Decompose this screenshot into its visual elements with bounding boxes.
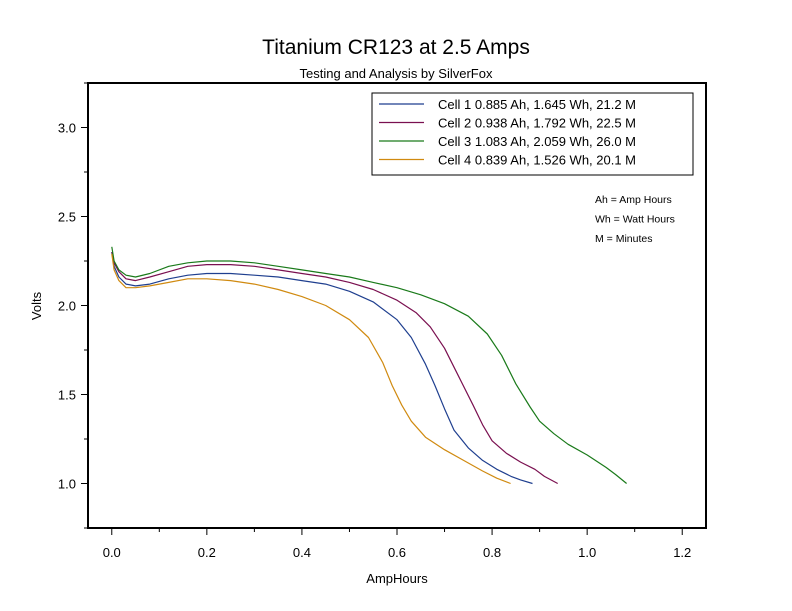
- series-line-cell-4: [111, 253, 511, 485]
- legend-label: Cell 4 0.839 Ah, 1.526 Wh, 20.1 M: [438, 153, 636, 168]
- x-axis-label: AmpHours: [366, 571, 428, 586]
- legend-label: Cell 2 0.938 Ah, 1.792 Wh, 22.5 M: [438, 116, 636, 131]
- chart-subtitle: Testing and Analysis by SilverFox: [300, 66, 493, 81]
- y-tick-label: 1.5: [58, 388, 76, 403]
- x-tick-label: 1.2: [673, 545, 691, 560]
- legend-label: Cell 1 0.885 Ah, 1.645 Wh, 21.2 M: [438, 97, 636, 112]
- y-tick-label: 1.0: [58, 477, 76, 492]
- x-tick-label: 0.6: [388, 545, 406, 560]
- legend: Cell 1 0.885 Ah, 1.645 Wh, 21.2 M Cell 2 …: [371, 92, 694, 176]
- notes: Ah = Amp Hours Wh = Watt Hours M = Minutes: [595, 194, 675, 245]
- note-text: Wh = Watt Hours: [595, 214, 675, 226]
- chart-title: Titanium CR123 at 2.5 Amps: [262, 36, 530, 59]
- x-tick-label: 0.4: [293, 545, 311, 560]
- y-tick-label: 2.5: [58, 210, 76, 225]
- x-tick-label: 0.2: [198, 545, 216, 560]
- note-text: M = Minutes: [595, 233, 652, 245]
- x-tick-label: 0.8: [483, 545, 501, 560]
- legend-box: [371, 92, 694, 176]
- note-text: Ah = Amp Hours: [595, 194, 672, 206]
- series-line-cell-1: [111, 252, 533, 485]
- y-tick-label: 2.0: [58, 299, 76, 314]
- series-lines: [111, 246, 627, 485]
- y-axis-ticks: 1.0 1.5 2.0 2.5 3.0: [58, 82, 88, 529]
- series-line-cell-2: [111, 251, 558, 485]
- y-axis-label: Volts: [29, 291, 44, 320]
- x-axis-ticks: 0.0 0.2 0.4 0.6 0.8 1.0 1.2: [103, 528, 691, 560]
- x-tick-label: 0.0: [103, 545, 121, 560]
- series-line-cell-3: [111, 246, 627, 484]
- x-tick-label: 1.0: [578, 545, 596, 560]
- legend-label: Cell 3 1.083 Ah, 2.059 Wh, 26.0 M: [438, 134, 636, 149]
- y-tick-label: 3.0: [58, 121, 76, 136]
